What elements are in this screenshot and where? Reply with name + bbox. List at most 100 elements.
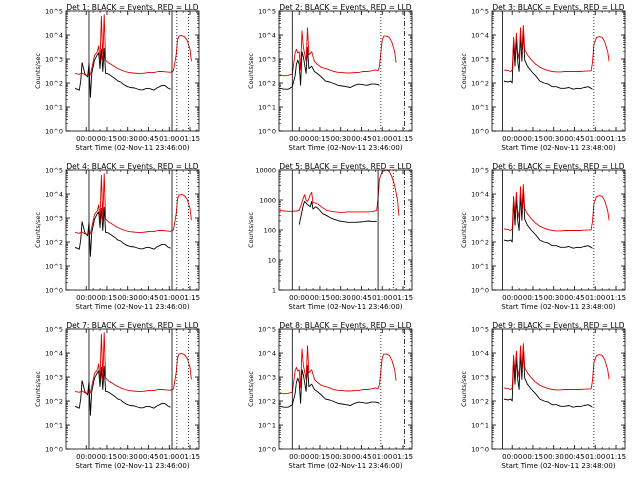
plot-frame (491, 169, 626, 291)
x-axis-label: Start Time (02-Nov-11 23:46:00) (288, 144, 402, 152)
y-tick-label: 10^2 (258, 80, 276, 88)
detector-panel-6: 10^010^110^210^310^410^500:00 00:15 00:30 0… (460, 162, 626, 311)
x-tick-label: 01:00 (159, 453, 179, 461)
y-tick-label: 10 (268, 257, 276, 265)
plot-frame (278, 169, 413, 291)
plot-frame (65, 10, 200, 132)
y-tick-label: 10^2 (45, 239, 63, 247)
y-tick-label: 10^1 (258, 422, 276, 430)
trace-area (74, 332, 192, 416)
y-axis-label: Counts/sec (460, 53, 468, 89)
x-tick-label: 00:00 (289, 453, 309, 461)
y-tick-label: 10^0 (45, 446, 63, 454)
x-axis-label: Start Time (02-Nov-11 23:48:00) (501, 303, 615, 311)
series-line-events (279, 365, 380, 408)
trace-area (279, 27, 397, 90)
y-tick-label: 1000 (259, 197, 276, 205)
x-tick-label: 00:00 (502, 135, 522, 143)
y-tick-label: 10^3 (471, 215, 489, 223)
y-tick-label: 10^2 (471, 239, 489, 247)
y-axis-label: Counts/sec (34, 371, 42, 407)
series-line-events (503, 30, 593, 90)
x-tick-label: 01:15 (606, 453, 626, 461)
x-axis-label: Start Time (02-Nov-11 23:46:00) (288, 303, 402, 311)
x-axis-label: Start Time (02-Nov-11 23:48:00) (501, 144, 615, 152)
x-tick-label: 00:30 (331, 294, 351, 302)
x-tick-label: 00:30 (331, 135, 351, 143)
x-tick-label: 00:30 (544, 453, 564, 461)
x-tick-label: 00:15 (523, 135, 543, 143)
y-tick-label: 10^0 (45, 128, 63, 136)
x-tick-label: 01:15 (606, 294, 626, 302)
y-tick-label: 10^3 (258, 374, 276, 382)
y-tick-label: 10^2 (45, 80, 63, 88)
chart-title: Det 7: BLACK = Events, RED = LLD (66, 321, 198, 330)
plot-frame (278, 10, 413, 132)
x-tick-label: 01:15 (180, 453, 200, 461)
x-tick-label: 00:45 (138, 294, 158, 302)
detector-panel-7: 10^010^110^210^310^410^500:00 00:15 00:30 0… (34, 321, 200, 470)
y-tick-label: 10^4 (471, 32, 489, 40)
y-tick-label: 10^0 (45, 287, 63, 295)
y-tick-label: 10^5 (471, 8, 489, 16)
x-tick-label: 00:00 (289, 135, 309, 143)
detector-panel-1: 10^010^110^210^310^410^500:00 00:15 00:30 0… (34, 3, 200, 152)
x-tick-label: 00:45 (351, 453, 371, 461)
y-tick-label: 10^3 (45, 56, 63, 64)
series-line-events (74, 47, 171, 98)
x-tick-label: 01:00 (585, 453, 605, 461)
x-tick-label: 01:00 (372, 294, 392, 302)
y-axis-label: Counts/sec (247, 53, 255, 89)
x-tick-label: 00:45 (564, 135, 584, 143)
plot-frame (278, 328, 413, 450)
x-axis-label: Start Time (02-Nov-11 23:46:00) (75, 462, 189, 470)
y-tick-label: 10^1 (471, 104, 489, 112)
y-tick-label: 10^0 (258, 446, 276, 454)
y-tick-label: 10^1 (45, 263, 63, 271)
y-tick-label: 10^0 (258, 128, 276, 136)
series-line-lld (75, 173, 192, 235)
x-tick-label: 00:15 (523, 294, 543, 302)
x-tick-label: 00:15 (310, 294, 330, 302)
x-tick-label: 00:45 (351, 294, 371, 302)
x-tick-label: 00:45 (351, 135, 371, 143)
x-tick-label: 00:00 (502, 294, 522, 302)
chart-title: Det 9: BLACK = Events, RED = LLD (492, 321, 624, 330)
trace-area (74, 14, 192, 98)
y-tick-label: 10^2 (45, 398, 63, 406)
series-line-lld (75, 14, 192, 76)
y-tick-label: 10^4 (45, 191, 63, 199)
x-tick-label: 00:30 (118, 453, 138, 461)
y-tick-label: 10^0 (471, 128, 489, 136)
x-tick-label: 00:00 (502, 453, 522, 461)
y-tick-label: 10^4 (471, 350, 489, 358)
y-tick-label: 10^1 (471, 263, 489, 271)
y-tick-label: 10^1 (258, 104, 276, 112)
x-tick-label: 00:15 (97, 453, 117, 461)
chart-title: Det 3: BLACK = Events, RED = LLD (492, 3, 624, 12)
x-axis-label: Start Time (02-Nov-11 23:46:00) (75, 303, 189, 311)
trace-area (74, 173, 192, 257)
x-tick-label: 01:00 (159, 135, 179, 143)
y-axis-label: Counts/sec (34, 212, 42, 248)
x-tick-label: 01:00 (372, 135, 392, 143)
y-axis-label: Counts/sec (247, 212, 255, 248)
plot-frame (65, 169, 200, 291)
x-tick-label: 00:15 (310, 453, 330, 461)
y-tick-label: 10^3 (45, 374, 63, 382)
x-tick-label: 01:00 (159, 294, 179, 302)
x-axis-label: Start Time (02-Nov-11 23:46:00) (288, 462, 402, 470)
y-axis-label: Counts/sec (460, 371, 468, 407)
detector-panel-3: 10^010^110^210^310^410^500:00 00:15 00:30 0… (460, 3, 626, 152)
chart-title: Det 1: BLACK = Events, RED = LLD (66, 3, 198, 12)
y-tick-label: 10^1 (471, 422, 489, 430)
y-tick-label: 10^4 (45, 350, 63, 358)
y-tick-label: 10^2 (471, 80, 489, 88)
y-tick-label: 1 (272, 287, 276, 295)
plot-frame (65, 328, 200, 450)
series-line-events (503, 189, 593, 249)
y-tick-label: 10^4 (471, 191, 489, 199)
series-line-events (503, 348, 593, 408)
